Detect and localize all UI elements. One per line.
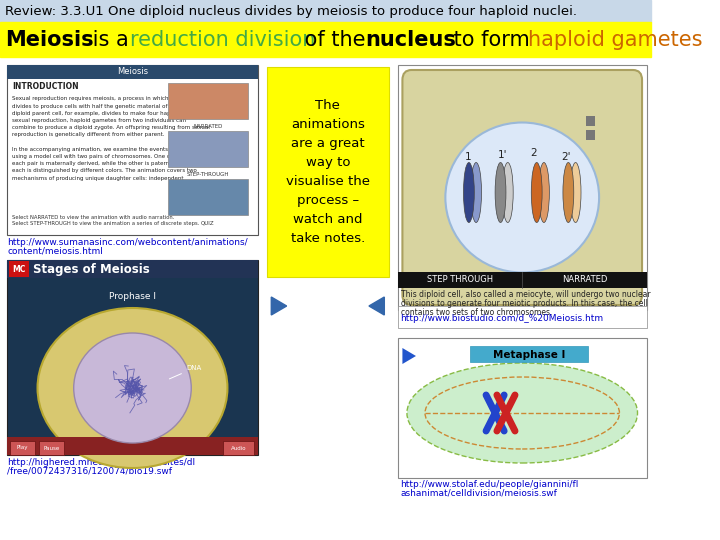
Text: In the accompanying animation, we examine the events of meiosis: In the accompanying animation, we examin… <box>12 147 197 152</box>
Bar <box>7 437 258 455</box>
Polygon shape <box>271 297 287 315</box>
Text: Review: 3.3.U1 One diploid nucleus divides by meiosis to produce four haploid nu: Review: 3.3.U1 One diploid nucleus divid… <box>6 4 577 17</box>
Text: divisions to generate four meiotic products. In this case, the cell: divisions to generate four meiotic produ… <box>400 299 647 308</box>
Text: STEP-THROUGH: STEP-THROUGH <box>186 172 229 178</box>
Text: MC: MC <box>12 265 26 273</box>
Text: each pair is maternally derived, while the other is paternally derived;: each pair is maternally derived, while t… <box>12 161 203 166</box>
Bar <box>7 65 258 79</box>
Text: mechanisms of producing unique daughter cells: independent: mechanisms of producing unique daughter … <box>12 176 184 180</box>
Bar <box>168 131 248 167</box>
Text: Audio: Audio <box>231 446 246 450</box>
Text: Select STEP-THROUGH to view the animation a series of discrete steps.: Select STEP-THROUGH to view the animatio… <box>12 221 199 226</box>
Text: using a model cell with two pairs of chromosomes. One chromosome of: using a model cell with two pairs of chr… <box>12 154 210 159</box>
Ellipse shape <box>563 163 574 222</box>
Bar <box>10 441 35 455</box>
Ellipse shape <box>37 308 228 468</box>
Ellipse shape <box>531 163 542 222</box>
Bar <box>7 260 258 278</box>
Text: The
animations
are a great
way to
visualise the
process –
watch and
take notes.: The animations are a great way to visual… <box>286 99 370 245</box>
Text: ashanimat/celldivision/meiosis.swf: ashanimat/celldivision/meiosis.swf <box>400 489 557 498</box>
Text: contains two sets of two chromosomes.: contains two sets of two chromosomes. <box>400 308 552 317</box>
Bar <box>585 116 595 126</box>
Bar <box>470 346 588 362</box>
Bar <box>267 67 389 277</box>
Text: content/meiosis.html: content/meiosis.html <box>7 247 103 256</box>
Text: reduction division: reduction division <box>130 30 315 50</box>
Text: NARRATED: NARRATED <box>193 125 222 130</box>
Text: Prophase I: Prophase I <box>109 292 156 301</box>
Ellipse shape <box>446 123 599 273</box>
Ellipse shape <box>407 363 637 463</box>
Bar <box>168 179 248 215</box>
Text: STEP THROUGH: STEP THROUGH <box>427 275 493 285</box>
Bar <box>39 441 64 455</box>
Bar <box>168 83 248 119</box>
Text: DNA: DNA <box>169 365 202 379</box>
Bar <box>398 65 647 310</box>
Text: to form: to form <box>447 30 536 50</box>
Bar <box>398 338 647 478</box>
Text: Pause: Pause <box>43 446 60 450</box>
Text: Metaphase I: Metaphase I <box>492 350 565 360</box>
Text: 2': 2' <box>561 152 570 163</box>
Polygon shape <box>402 348 416 364</box>
Text: 1': 1' <box>498 150 507 159</box>
Text: INTRODUCTION: INTRODUCTION <box>12 82 78 91</box>
Ellipse shape <box>495 163 506 222</box>
Text: QUIZ: QUIZ <box>201 220 215 226</box>
Text: haploid gametes: haploid gametes <box>528 30 703 50</box>
Bar <box>7 260 258 455</box>
Text: /free/0072437316/120074/bio19.swf: /free/0072437316/120074/bio19.swf <box>7 467 172 476</box>
Text: Play: Play <box>17 446 28 450</box>
Ellipse shape <box>539 163 549 222</box>
Text: combine to produce a diploid zygote. An offspring resulting from sexual: combine to produce a diploid zygote. An … <box>12 125 210 130</box>
Text: 1: 1 <box>464 152 472 163</box>
Bar <box>0 22 651 57</box>
Bar <box>7 65 258 235</box>
Bar <box>223 441 254 455</box>
Ellipse shape <box>464 163 474 222</box>
Text: 2: 2 <box>530 147 536 158</box>
Text: of the: of the <box>298 30 372 50</box>
Text: reproduction is genetically different from either parent.: reproduction is genetically different fr… <box>12 132 164 137</box>
Text: each is distinguished by different colors. The animation covers two: each is distinguished by different color… <box>12 168 197 173</box>
Text: Select NARRATED to view the animation with audio narration.: Select NARRATED to view the animation wi… <box>12 215 174 220</box>
Text: Meiosis: Meiosis <box>117 68 148 77</box>
Text: http://highered.mheducation.com/sites/dl: http://highered.mheducation.com/sites/dl <box>7 458 195 467</box>
Bar <box>398 272 647 288</box>
Text: This diploid cell, also called a meiocyte, will undergo two nuclear: This diploid cell, also called a meiocyt… <box>400 290 650 299</box>
Text: NARRATED: NARRATED <box>562 275 607 285</box>
Text: http://www.stolaf.edu/people/giannini/fl: http://www.stolaf.edu/people/giannini/fl <box>400 480 579 489</box>
Text: divides to produce cells with half the genetic material of the parent. A: divides to produce cells with half the g… <box>12 104 205 109</box>
Text: Stages of Meiosis: Stages of Meiosis <box>32 262 149 275</box>
Text: http://www.sumanasinc.com/webcontent/animations/: http://www.sumanasinc.com/webcontent/ani… <box>7 238 248 247</box>
Bar <box>9 261 29 277</box>
Text: sexual reproduction, haploid gametes from two individuals can: sexual reproduction, haploid gametes fro… <box>12 118 186 123</box>
Bar <box>585 130 595 140</box>
Text: diploid parent cell, for example, divides to make four haploid cells. In: diploid parent cell, for example, divide… <box>12 111 203 116</box>
FancyBboxPatch shape <box>402 70 642 305</box>
Ellipse shape <box>471 163 482 222</box>
Polygon shape <box>369 297 384 315</box>
Bar <box>0 0 651 22</box>
Bar <box>398 306 647 328</box>
Text: Meiosis: Meiosis <box>6 30 94 50</box>
Text: http://www.biostudio.com/d_%20Meiosis.htm: http://www.biostudio.com/d_%20Meiosis.ht… <box>400 314 604 323</box>
Text: is a: is a <box>86 30 135 50</box>
Ellipse shape <box>73 333 192 443</box>
Ellipse shape <box>570 163 581 222</box>
Ellipse shape <box>503 163 513 222</box>
Text: nucleus: nucleus <box>365 30 456 50</box>
Text: Sexual reproduction requires meiosis, a process in which a parent cell: Sexual reproduction requires meiosis, a … <box>12 97 204 102</box>
